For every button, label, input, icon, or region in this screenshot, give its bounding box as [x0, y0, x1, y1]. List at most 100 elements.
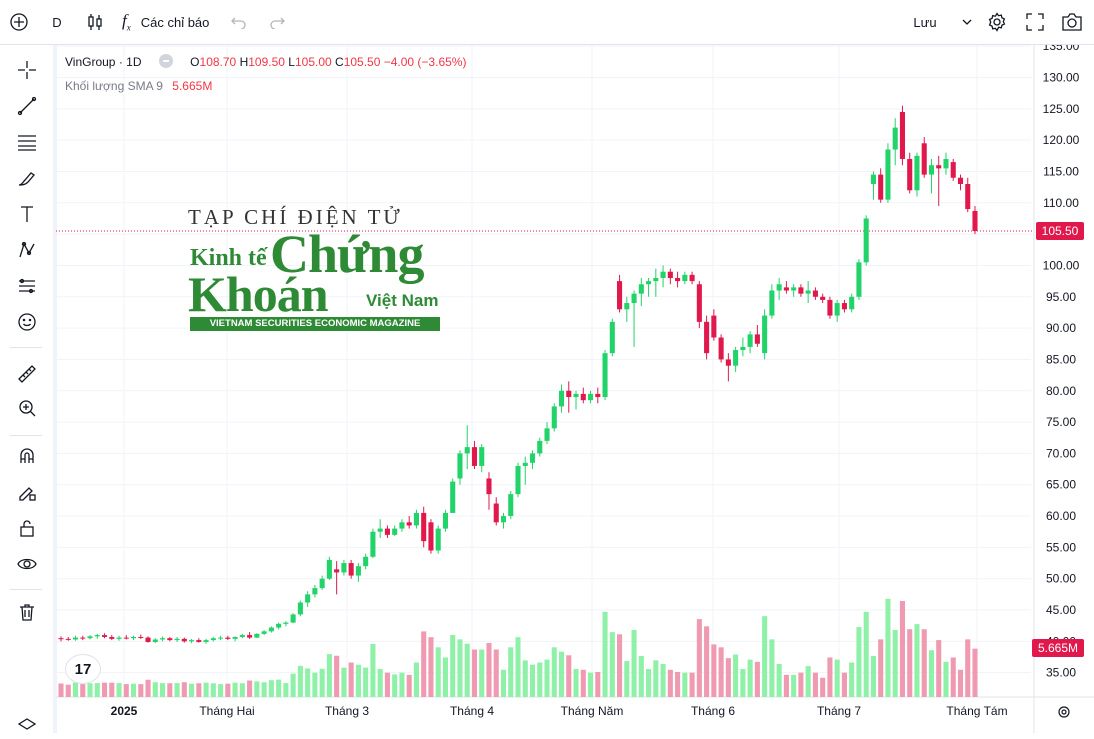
crosshair-icon[interactable] — [14, 57, 40, 83]
eye-icon[interactable] — [14, 551, 40, 577]
candle-body — [972, 210, 978, 231]
logo-top-line: TẠP CHÍ ĐIỆN TỬ — [188, 205, 403, 229]
volume-bar — [464, 643, 470, 697]
zoom-in-icon[interactable] — [14, 395, 40, 421]
close-value: 105.50 — [343, 55, 381, 69]
camera-icon[interactable] — [1058, 8, 1086, 36]
fib-retracement-icon[interactable] — [14, 129, 40, 155]
volume-indicator-label[interactable]: Khối lượng SMA 9 — [65, 79, 163, 93]
volume-bar — [145, 679, 151, 697]
candle-body — [442, 512, 448, 529]
candle-body — [646, 281, 652, 285]
candle-body — [675, 277, 681, 282]
volume-bar — [972, 648, 978, 697]
undo-icon[interactable] — [228, 8, 250, 36]
candle-body — [290, 614, 296, 623]
candle-body — [820, 296, 826, 300]
indicators-button[interactable]: fx Các chỉ báo — [122, 8, 218, 36]
volume-bar — [319, 668, 325, 697]
logo-chung: Chứng — [270, 224, 424, 284]
price-tick-label: 35.00 — [1046, 666, 1076, 680]
volume-bar — [870, 656, 876, 697]
candle-body — [283, 622, 289, 624]
candle-body — [870, 174, 876, 185]
candle-body — [94, 635, 100, 637]
price-chart[interactable]: 135.00 130.00 125.00 120.00 115.00 110.00 105.… — [56, 45, 1094, 733]
volume-bar — [544, 659, 550, 697]
candle-body — [892, 127, 898, 150]
volume-bar — [689, 672, 695, 697]
candle-body — [558, 390, 565, 407]
time-tick-label: Tháng 6 — [691, 704, 735, 718]
layers-icon[interactable] — [14, 713, 40, 739]
volume-bar — [805, 666, 811, 697]
candle-body — [160, 638, 166, 640]
volume-bar — [704, 626, 710, 697]
open-value: 108.70 — [199, 55, 237, 69]
volume-bar — [123, 684, 129, 697]
candle-body — [856, 262, 862, 297]
price-tick-label: 90.00 — [1046, 321, 1076, 335]
emoji-icon[interactable] — [14, 309, 40, 335]
price-tick-label: 60.00 — [1046, 509, 1076, 523]
interval-button[interactable]: D — [52, 14, 62, 30]
price-tick-label: 75.00 — [1046, 415, 1076, 429]
lock-drawing-icon[interactable] — [14, 479, 40, 505]
volume-bar — [189, 683, 195, 697]
magnet-icon[interactable] — [14, 443, 40, 469]
candle-body — [907, 158, 913, 191]
chart-grid — [56, 45, 1094, 733]
candle-body — [791, 287, 797, 291]
time-axis[interactable]: 2025 Tháng Hai Tháng 3 Tháng 4 Tháng Năm Thán… — [111, 704, 1008, 718]
volume-bar — [631, 629, 637, 697]
add-symbol-icon[interactable] — [6, 8, 32, 36]
volume-bar — [471, 649, 478, 697]
volume-bar — [609, 632, 615, 697]
candle-body — [595, 393, 601, 398]
candle-body — [667, 271, 673, 278]
tradingview-logo[interactable]: 17 — [66, 655, 100, 683]
volume-value-label: 5.665M — [1038, 641, 1078, 655]
time-tick-label: Tháng Năm — [561, 704, 624, 718]
text-icon[interactable] — [14, 201, 40, 227]
volume-bar — [218, 684, 224, 697]
time-tick-label: Tháng 3 — [325, 704, 369, 718]
trash-icon[interactable] — [14, 599, 40, 625]
chevron-down-icon[interactable] — [958, 8, 976, 36]
time-tick-label: Tháng 7 — [817, 704, 861, 718]
price-tick-label: 130.00 — [1043, 71, 1080, 85]
candle-body — [602, 353, 608, 398]
candle-body — [145, 637, 151, 642]
trend-line-icon[interactable] — [14, 93, 40, 119]
candle-body — [798, 287, 804, 294]
hide-legend-icon[interactable] — [158, 53, 173, 68]
volume-bar — [841, 672, 847, 697]
volume-bar — [399, 672, 405, 697]
time-tick-label: Tháng 4 — [450, 704, 494, 718]
fullscreen-icon[interactable] — [1022, 8, 1048, 36]
candle-body — [653, 277, 659, 282]
candles-icon[interactable] — [84, 8, 106, 36]
brush-icon[interactable] — [14, 165, 40, 191]
volume-bar — [283, 683, 289, 697]
candle-body — [174, 638, 180, 641]
open-label: O — [190, 55, 200, 69]
candle-body — [109, 636, 115, 639]
price-axis[interactable]: 135.00 130.00 125.00 120.00 115.00 110.00 105.… — [1043, 45, 1080, 680]
forecast-icon[interactable] — [14, 273, 40, 299]
candle-body — [740, 346, 746, 351]
volume-bar — [711, 644, 717, 697]
pattern-icon[interactable] — [14, 237, 40, 263]
volume-bar — [718, 647, 724, 697]
volume-bar — [682, 672, 688, 697]
ohlc-legend: VinGroup · 1D O108.70 H109.50 L105.00 C1… — [65, 53, 466, 70]
save-button[interactable]: Lưu — [913, 14, 937, 30]
symbol-label[interactable]: VinGroup · 1D — [65, 55, 142, 69]
ruler-icon[interactable] — [14, 361, 40, 387]
candle-body — [943, 158, 949, 169]
candle-body — [950, 162, 956, 178]
gear-icon[interactable] — [984, 8, 1010, 36]
lock-icon[interactable] — [14, 515, 40, 541]
redo-icon[interactable] — [266, 8, 288, 36]
time-axis-settings-icon[interactable] — [1058, 706, 1070, 718]
